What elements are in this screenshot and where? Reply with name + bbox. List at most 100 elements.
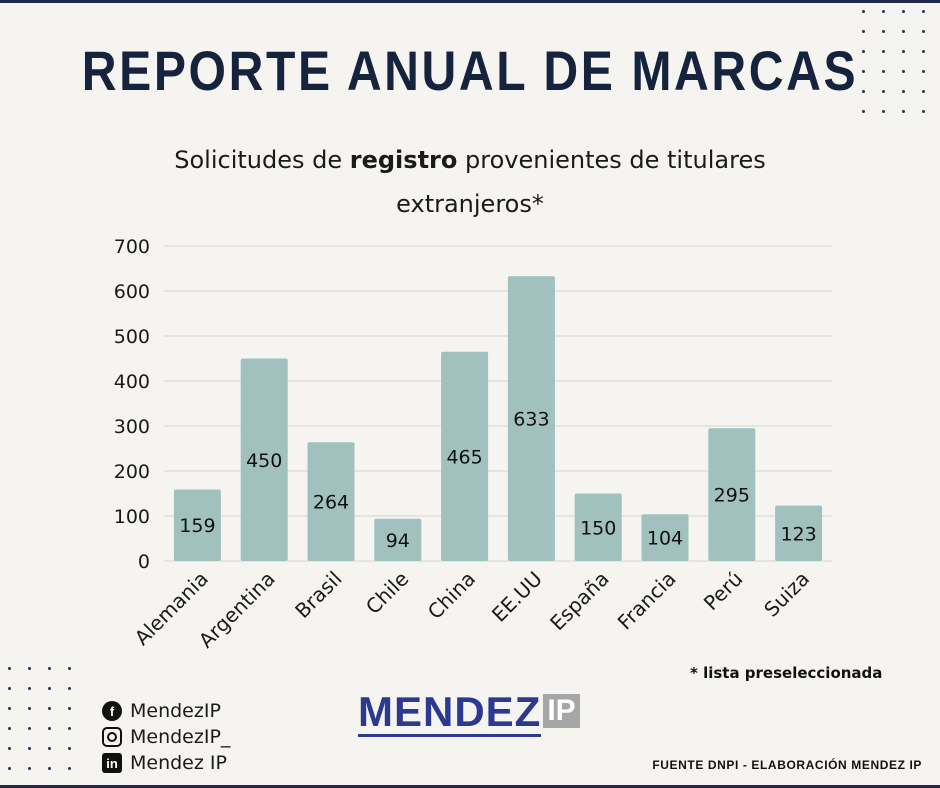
logo-badge: IP: [543, 694, 580, 728]
data-label: 264: [313, 492, 349, 514]
data-label: 123: [780, 523, 816, 545]
y-tick-label: 700: [114, 236, 150, 258]
instagram-icon: [102, 727, 122, 747]
data-label: 450: [246, 450, 282, 472]
bar: [708, 428, 756, 561]
decorative-dot: [8, 767, 11, 770]
data-label: 94: [386, 530, 410, 552]
decorative-dot: [28, 727, 31, 730]
decorative-dot: [902, 30, 905, 33]
social-label-linkedin: Mendez IP: [130, 752, 227, 774]
decorative-dot: [28, 747, 31, 750]
decorative-dot: [922, 110, 925, 113]
decorative-dot: [8, 667, 11, 670]
decorative-dot: [8, 727, 11, 730]
decorative-dot: [48, 727, 51, 730]
report-title: REPORTE ANUAL DE MARCAS: [81, 39, 859, 102]
decorative-dot: [902, 50, 905, 53]
bar: [307, 442, 355, 561]
data-label: 465: [446, 446, 482, 468]
social-linkedin[interactable]: in Mendez IP: [102, 750, 230, 776]
decorative-dot: [48, 687, 51, 690]
social-label-facebook: MendezIP: [130, 700, 221, 722]
decorative-dot: [28, 767, 31, 770]
x-tick-label: Brasil: [290, 567, 346, 623]
data-label: 633: [513, 409, 549, 431]
x-tick-label: Perú: [699, 567, 747, 615]
decorative-dot: [48, 747, 51, 750]
bar: [240, 358, 288, 561]
decorative-dot: [922, 50, 925, 53]
decorative-dot: [902, 90, 905, 93]
decorative-dot: [862, 90, 865, 93]
decorative-dot: [922, 30, 925, 33]
decorative-dot: [882, 90, 885, 93]
social-facebook[interactable]: f MendezIP: [102, 698, 230, 724]
data-label: 150: [580, 517, 616, 539]
decorative-dot: [68, 747, 71, 750]
y-tick-label: 500: [114, 326, 150, 348]
decorative-dot: [902, 10, 905, 13]
subtitle-part1: Solicitudes de: [174, 146, 350, 174]
x-tick-label: Suiza: [759, 567, 814, 622]
chart-subtitle: Solicitudes de registro provenientes de …: [100, 138, 840, 226]
bar: [574, 493, 622, 561]
x-tick-label: China: [423, 567, 480, 624]
subtitle-bold: registro: [349, 146, 458, 174]
decorative-dot: [862, 110, 865, 113]
logo-text: MENDEZ: [358, 688, 542, 737]
y-tick-label: 0: [138, 551, 150, 573]
decorative-dot: [68, 727, 71, 730]
top-border: [0, 0, 940, 3]
decorative-dot: [8, 687, 11, 690]
decorative-dot: [68, 767, 71, 770]
mendez-ip-logo: MENDEZ IP: [358, 688, 580, 740]
decorative-dot: [8, 707, 11, 710]
decorative-dot: [48, 767, 51, 770]
y-tick-label: 100: [114, 506, 150, 528]
data-label: 104: [647, 528, 683, 550]
bar: [775, 505, 823, 561]
decorative-dot: [48, 707, 51, 710]
decorative-dot: [922, 90, 925, 93]
bottom-border: [0, 785, 940, 788]
decorative-dot: [862, 10, 865, 13]
x-tick-label: Francia: [613, 567, 681, 635]
footnote: * lista preseleccionada: [690, 664, 883, 682]
decorative-dot: [68, 667, 71, 670]
bar: [507, 276, 555, 561]
data-label: 159: [179, 515, 215, 537]
linkedin-icon: in: [102, 753, 122, 773]
decorative-dot: [902, 70, 905, 73]
decorative-dot: [882, 30, 885, 33]
social-instagram[interactable]: MendezIP_: [102, 724, 230, 750]
decorative-dot: [8, 747, 11, 750]
decorative-dot: [28, 707, 31, 710]
x-tick-label: Chile: [361, 567, 413, 619]
decorative-dot: [28, 667, 31, 670]
decorative-dot: [48, 667, 51, 670]
decorative-dot: [882, 70, 885, 73]
decorative-dot: [862, 70, 865, 73]
subtitle-line2: extranjeros*: [396, 190, 544, 218]
decorative-dot: [902, 110, 905, 113]
decorative-dot: [68, 687, 71, 690]
decorative-dot: [862, 50, 865, 53]
decorative-dot: [882, 10, 885, 13]
bar: [374, 518, 422, 561]
decorative-dot: [28, 687, 31, 690]
facebook-icon: f: [102, 701, 122, 721]
x-tick-label: EE.UU: [487, 567, 547, 627]
x-tick-label: España: [545, 567, 614, 636]
decorative-dot: [882, 50, 885, 53]
data-label: 295: [714, 485, 750, 507]
y-tick-label: 200: [114, 461, 150, 483]
social-label-instagram: MendezIP_: [130, 726, 231, 748]
source-note: FUENTE DNPI - ELABORACIÓN MENDEZ IP: [652, 758, 922, 772]
decorative-dot: [68, 707, 71, 710]
social-links: f MendezIP MendezIP_ in Mendez IP: [102, 698, 230, 776]
decorative-dot: [922, 70, 925, 73]
y-tick-label: 400: [114, 371, 150, 393]
subtitle-part2: provenientes de titulares: [457, 146, 766, 174]
decorative-dot: [862, 30, 865, 33]
